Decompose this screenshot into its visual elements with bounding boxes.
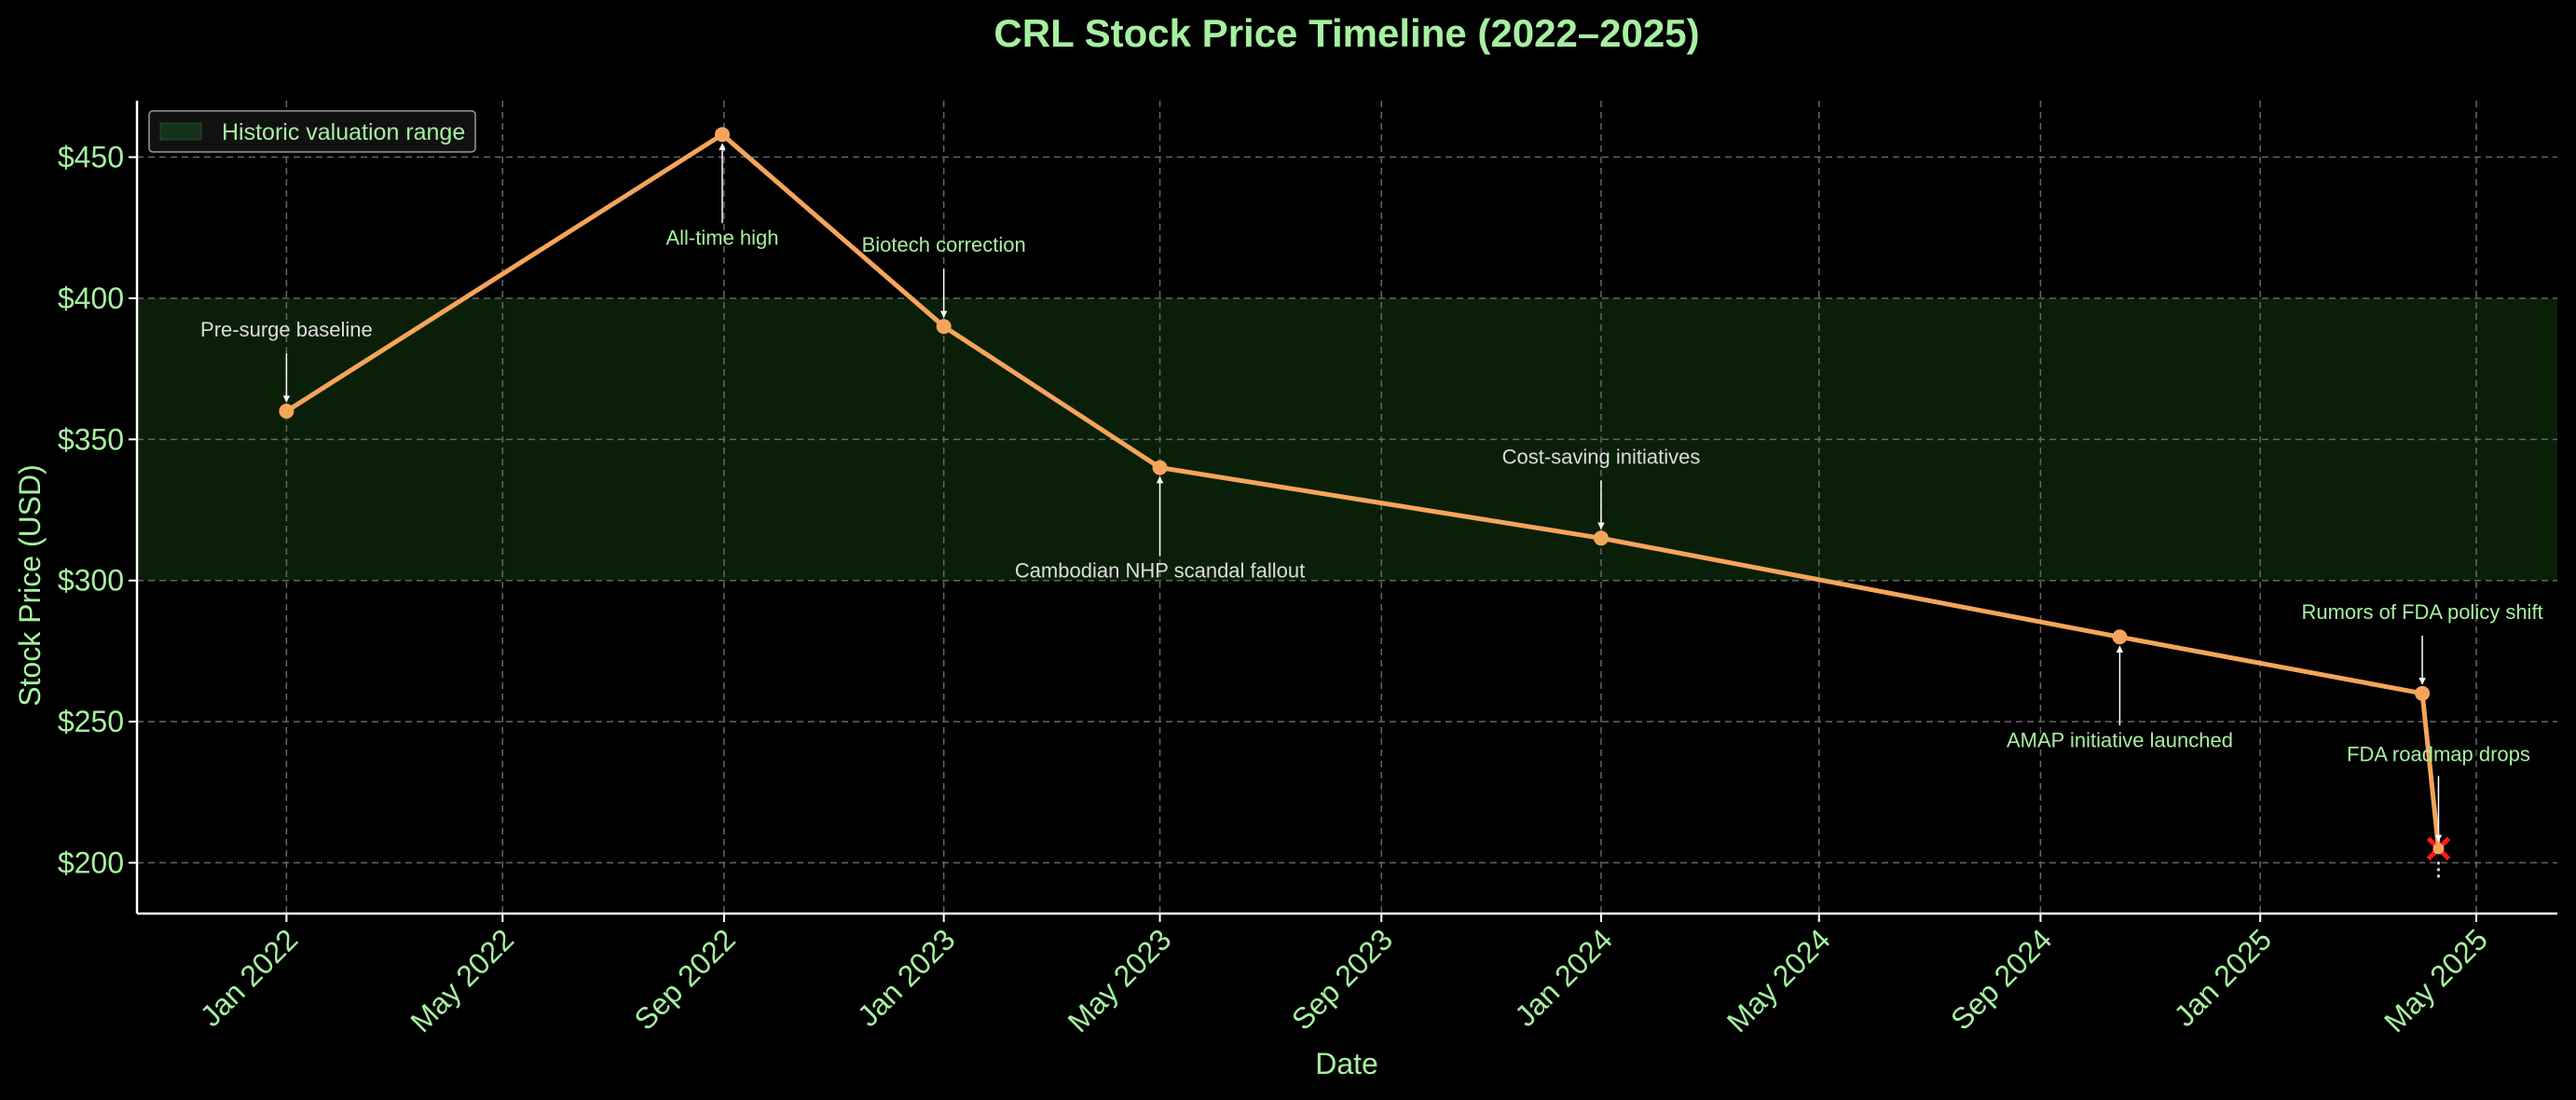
price-line bbox=[285, 131, 2441, 849]
x-tick-label: May 2022 bbox=[404, 922, 520, 1038]
annotation: FDA roadmap drops bbox=[2347, 742, 2530, 843]
legend-swatch bbox=[159, 122, 202, 141]
data-point bbox=[714, 127, 730, 143]
x-tick-label: Sep 2024 bbox=[1944, 922, 2058, 1036]
legend-box bbox=[148, 110, 476, 153]
x-tick-label: May 2024 bbox=[1720, 922, 1837, 1038]
data-point bbox=[1593, 530, 1609, 546]
x-axis-title: Date bbox=[1315, 1047, 1378, 1080]
data-point bbox=[1152, 460, 1168, 475]
annotation-label: All-time high bbox=[665, 226, 778, 249]
annotation-label: Pre-surge baseline bbox=[200, 318, 373, 341]
annotation: Biotech correction bbox=[862, 233, 1026, 318]
y-tick-label: $350 bbox=[58, 422, 124, 456]
y-tick-label: $250 bbox=[58, 705, 124, 738]
annotation: Cost-saving initiatives bbox=[1502, 445, 1701, 530]
annotation-label: Cost-saving initiatives bbox=[1502, 445, 1701, 468]
annotation-layer: Pre-surge baseline All-time high Biotech c… bbox=[200, 143, 2543, 843]
y-tick-label: $400 bbox=[58, 282, 124, 315]
annotation-label: Biotech correction bbox=[862, 233, 1026, 256]
data-point bbox=[279, 404, 295, 419]
annotation: AMAP initiative launched bbox=[2007, 645, 2233, 751]
x-tick-label: Jan 2022 bbox=[194, 922, 305, 1033]
data-point bbox=[2415, 685, 2431, 701]
annotation-label: FDA roadmap drops bbox=[2347, 742, 2530, 765]
x-tick-label: Jan 2025 bbox=[2168, 922, 2279, 1033]
annotation-label: Rumors of FDA policy shift bbox=[2301, 600, 2542, 624]
legend: Historic valuation range bbox=[148, 110, 476, 153]
annotation: Cambodian NHP scandal fallout bbox=[1015, 475, 1305, 583]
x-tick-label: May 2023 bbox=[1062, 922, 1178, 1038]
chart-title: CRL Stock Price Timeline (2022–2025) bbox=[993, 11, 1699, 55]
data-point bbox=[2112, 629, 2128, 645]
annotation-label: AMAP initiative launched bbox=[2007, 728, 2233, 751]
annotation: Rumors of FDA policy shift bbox=[2301, 600, 2543, 685]
y-tick-label: $450 bbox=[58, 141, 124, 174]
x-tick-label: May 2025 bbox=[2377, 922, 2494, 1038]
annotation: All-time high bbox=[665, 143, 779, 249]
y-tick-label: $300 bbox=[58, 564, 124, 598]
data-point bbox=[936, 319, 952, 335]
x-tick-label: Sep 2023 bbox=[1285, 922, 1399, 1036]
annotation: Pre-surge baseline bbox=[200, 318, 373, 403]
y-tick-label: $200 bbox=[58, 846, 124, 880]
ticks-layer: $200 $250 $300 $350 $400 $450 Jan 2022 May 2022… bbox=[58, 141, 2494, 1039]
axes-layer bbox=[135, 101, 2557, 915]
y-axis-title: Stock Price (USD) bbox=[13, 464, 47, 707]
line-layer bbox=[279, 127, 2451, 879]
x-tick-label: Jan 2024 bbox=[1508, 922, 1619, 1033]
x-tick-label: Sep 2022 bbox=[628, 922, 742, 1036]
x-tick-label: Jan 2023 bbox=[851, 922, 962, 1033]
legend-label: Historic valuation range bbox=[222, 119, 465, 145]
crash-marker bbox=[2426, 836, 2451, 879]
annotation-label: Cambodian NHP scandal fallout bbox=[1015, 559, 1305, 583]
